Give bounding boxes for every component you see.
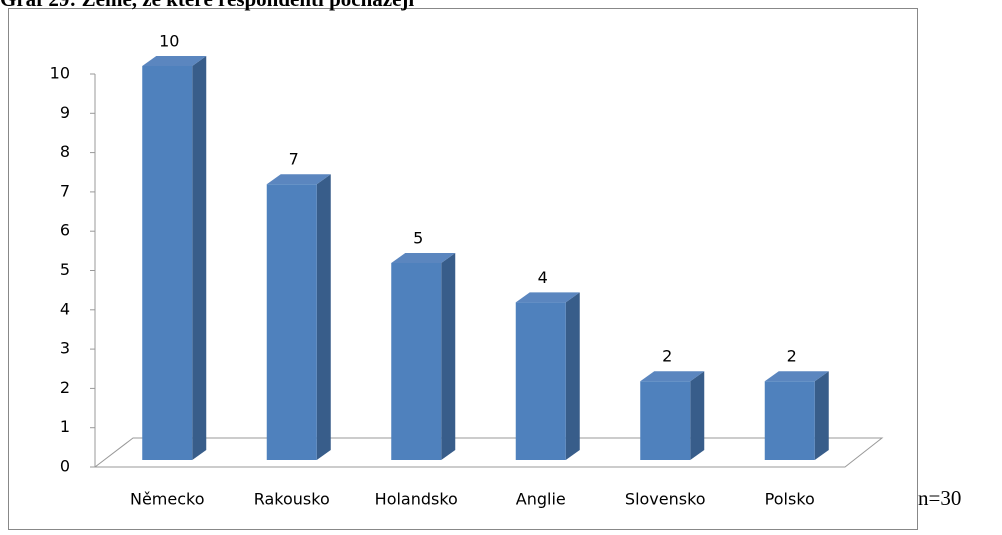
bar-side xyxy=(441,253,456,460)
bar-top xyxy=(764,371,829,382)
bar-side xyxy=(316,174,331,460)
x-tick-label: Slovensko xyxy=(625,490,706,509)
bar-front xyxy=(266,184,317,460)
y-tick-label: 7 xyxy=(60,181,70,200)
chart-title: Graf 29: Země, ze které respondenti poch… xyxy=(0,0,415,11)
y-tick-label: 8 xyxy=(60,142,70,161)
bar-side xyxy=(565,292,580,460)
y-tick-label: 1 xyxy=(60,417,70,436)
bar-top xyxy=(515,292,580,303)
y-tick-label: 2 xyxy=(60,378,70,397)
bar xyxy=(142,56,207,460)
bar-front xyxy=(764,381,815,460)
bar-top xyxy=(142,56,207,66)
y-tick-label: 0 xyxy=(60,457,70,476)
x-tick-label: Rakousko xyxy=(254,490,330,509)
bar xyxy=(640,371,705,460)
bar xyxy=(764,371,829,460)
bar-top xyxy=(391,253,456,263)
data-label: 10 xyxy=(159,32,179,51)
bar-top xyxy=(266,174,331,185)
chart-border xyxy=(8,8,918,530)
y-tick-label: 3 xyxy=(60,339,70,358)
bar xyxy=(391,253,456,460)
y-tick-label: 9 xyxy=(60,103,70,122)
x-tick-label: Německo xyxy=(130,490,205,509)
bar-side xyxy=(192,56,207,460)
bar-front xyxy=(142,66,193,460)
bar xyxy=(266,174,331,460)
bar-top xyxy=(640,371,705,382)
x-tick-label: Anglie xyxy=(516,490,566,509)
bar-side xyxy=(814,371,829,460)
bar-front xyxy=(640,381,691,460)
x-tick-label: Holandsko xyxy=(375,490,458,509)
data-label: 2 xyxy=(787,347,797,366)
data-label: 2 xyxy=(662,347,672,366)
bar-front xyxy=(391,263,442,460)
y-tick-label: 5 xyxy=(60,260,70,279)
data-label: 5 xyxy=(413,229,423,248)
note: n=30 xyxy=(918,486,961,510)
y-tick-label: 6 xyxy=(60,221,70,240)
data-label: 4 xyxy=(538,268,548,287)
x-tick-label: Polsko xyxy=(765,490,815,509)
data-label: 7 xyxy=(289,150,299,169)
floor xyxy=(93,437,884,468)
bar-front xyxy=(515,302,566,460)
bar xyxy=(515,292,580,460)
bar-side xyxy=(690,371,705,460)
y-tick-label: 10 xyxy=(50,64,70,83)
y-tick-label: 4 xyxy=(60,299,70,318)
